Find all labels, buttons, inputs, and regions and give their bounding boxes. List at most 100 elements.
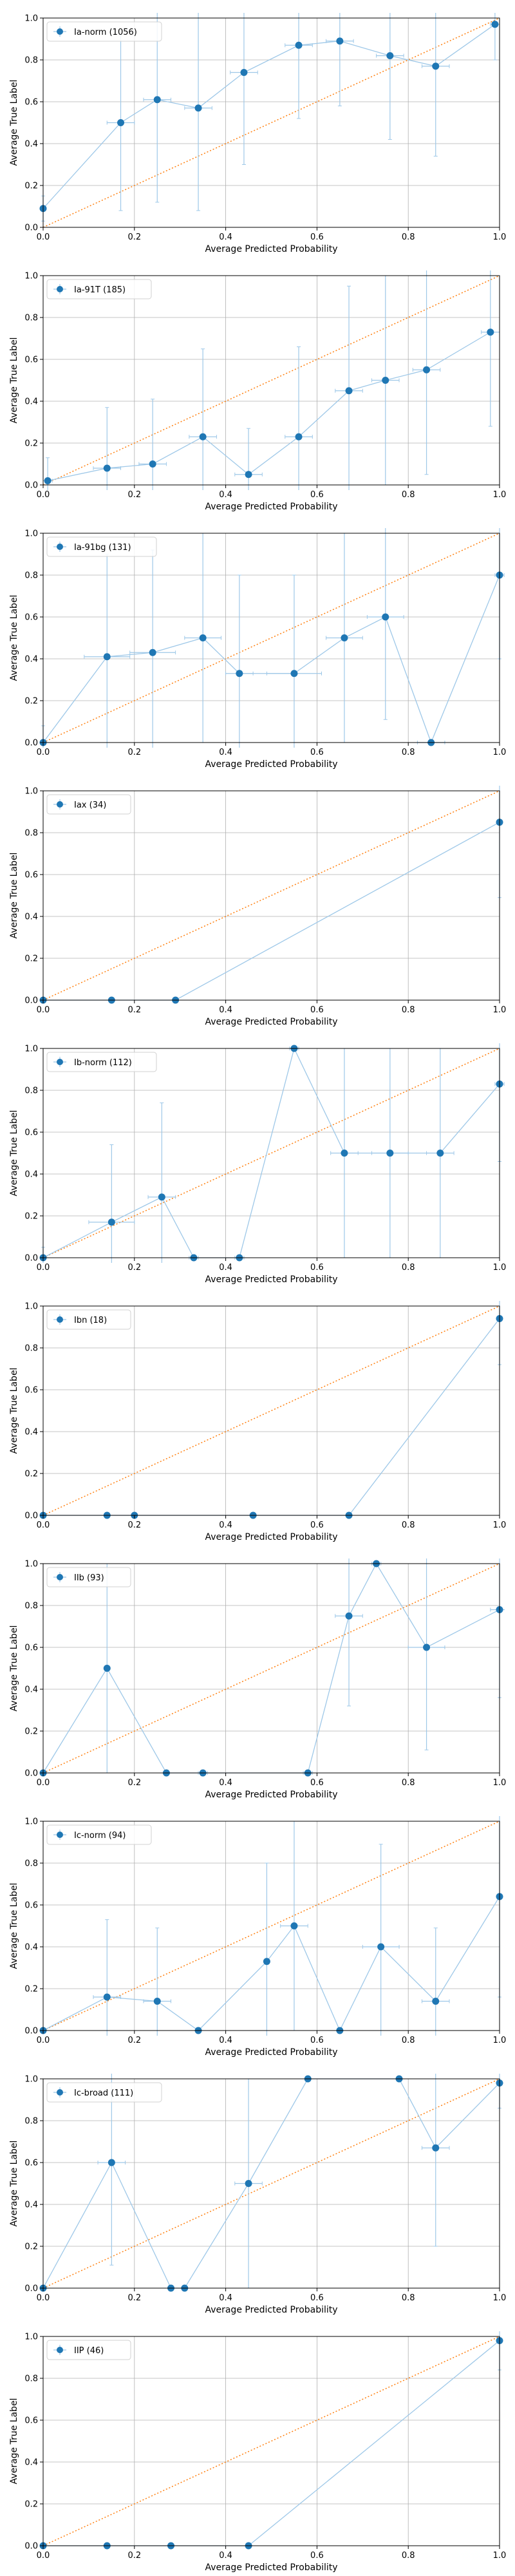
y-tick-label: 0.2 [24, 954, 38, 964]
y-tick-label: 0.0 [24, 1769, 38, 1779]
data-point [245, 2180, 252, 2187]
data-point [491, 21, 499, 28]
x-tick-label: 0.8 [402, 1005, 415, 1015]
x-tick-label: 1.0 [493, 748, 507, 757]
y-tick-label: 1.0 [24, 1045, 38, 1054]
y-axis-label: Average True Label [9, 595, 19, 681]
series [39, 1043, 505, 1263]
x-tick-label: 1.0 [493, 2036, 507, 2045]
x-tick-label: 1.0 [493, 1263, 507, 1273]
data-point [436, 1150, 444, 1157]
data-point [386, 52, 394, 59]
data-point [108, 2159, 115, 2166]
legend-label: Ic-norm (94) [74, 1831, 126, 1841]
y-axis-label: Average True Label [9, 2398, 19, 2485]
x-tick-label: 0.8 [402, 232, 415, 242]
data-point [423, 366, 431, 374]
x-tick-label: 1.0 [493, 1005, 507, 1015]
legend: Ib-norm (112) [46, 1052, 157, 1072]
y-tick-label: 0.8 [24, 314, 38, 323]
x-axis-label: Average Predicted Probability [205, 1790, 337, 1800]
legend-box [46, 1824, 152, 1845]
legend-box [46, 21, 162, 42]
y-tick-label: 0.6 [24, 1386, 38, 1396]
y-tick-label: 0.6 [24, 1643, 38, 1653]
y-axis-label: Average True Label [9, 1625, 19, 1712]
calibration-chart: 0.0 0.2 0.4 0.6 0.8 1.0 0.0 0.2 0.4 0.6 0.8 1.0 Aver… [9, 1816, 507, 2058]
legend: Ic-broad (111) [46, 2082, 162, 2103]
y-tick-label: 0.0 [24, 2542, 38, 2552]
y-axis-label: Average True Label [9, 853, 19, 939]
legend-box [46, 536, 157, 557]
x-tick-label: 0.6 [310, 2036, 324, 2045]
x-tick-label: 0.8 [402, 748, 415, 757]
data-point [336, 37, 344, 45]
calibration-chart: 0.0 0.2 0.4 0.6 0.8 1.0 0.0 0.2 0.4 0.6 0.8 1.0 Aver… [9, 786, 507, 1027]
y-tick-label: 0.0 [24, 1254, 38, 1264]
x-tick-label: 0.0 [37, 1263, 50, 1273]
y-tick-label: 0.8 [24, 1859, 38, 1869]
data-point [103, 1993, 111, 2001]
y-tick-label: 0.0 [24, 2284, 38, 2294]
legend-marker [57, 544, 63, 550]
y-tick-label: 0.4 [24, 1428, 38, 1437]
series-line [42, 24, 496, 209]
legend-label: Ib-norm (112) [74, 1058, 132, 1068]
x-axis-label: Average Predicted Probability [205, 1274, 337, 1285]
y-tick-label: 0.2 [24, 2500, 38, 2510]
y-tick-label: 0.4 [24, 397, 38, 407]
data-point [236, 670, 243, 677]
legend-marker [57, 1316, 63, 1323]
y-tick-label: 0.2 [24, 1470, 38, 1479]
x-tick-label: 0.2 [127, 2293, 141, 2303]
y-tick-label: 0.8 [24, 2374, 38, 2384]
x-tick-label: 0.6 [310, 1005, 324, 1015]
legend-label: Ia-norm (1056) [74, 28, 137, 37]
x-tick-label: 0.6 [310, 1263, 324, 1273]
data-point [432, 62, 440, 70]
x-tick-label: 0.8 [402, 1520, 415, 1530]
legend-label: IIb (93) [74, 1573, 104, 1583]
x-tick-label: 0.4 [219, 1005, 232, 1015]
legend-label: Ibn (18) [74, 1316, 107, 1325]
perfect-calibration-line [42, 790, 500, 1001]
series-line [47, 332, 491, 482]
y-tick-label: 0.2 [24, 1985, 38, 1994]
x-tick-label: 0.6 [310, 2551, 324, 2561]
x-tick-label: 0.4 [219, 2293, 232, 2303]
x-tick-label: 0.4 [219, 2036, 232, 2045]
data-point [194, 104, 202, 112]
y-axis-label: Average True Label [9, 1883, 19, 1969]
x-tick-label: 0.0 [37, 1005, 50, 1015]
x-tick-label: 0.4 [219, 490, 232, 500]
y-tick-label: 0.6 [24, 1901, 38, 1911]
y-axis-label: Average True Label [9, 1110, 19, 1197]
x-tick-label: 0.0 [37, 490, 50, 500]
x-tick-label: 1.0 [493, 1778, 507, 1788]
calibration-chart: 0.0 0.2 0.4 0.6 0.8 1.0 0.0 0.2 0.4 0.6 0.8 1.0 Aver… [9, 1558, 507, 1800]
y-tick-label: 0.0 [24, 2027, 38, 2036]
data-point [199, 433, 207, 440]
x-axis-label: Average Predicted Probability [205, 244, 337, 254]
y-tick-label: 0.6 [24, 871, 38, 880]
plot-frame [42, 2336, 500, 2546]
x-tick-label: 0.2 [127, 2551, 141, 2561]
x-tick-label: 1.0 [493, 232, 507, 242]
legend-marker [57, 1059, 63, 1065]
plot-frame [42, 275, 500, 486]
data-point [108, 1218, 115, 1226]
legend-box [46, 794, 131, 815]
y-tick-label: 0.6 [24, 355, 38, 365]
x-tick-label: 0.6 [310, 748, 324, 757]
x-tick-label: 0.4 [219, 232, 232, 242]
data-point [382, 613, 389, 621]
plot-frame [42, 790, 500, 1001]
data-point [386, 1150, 394, 1157]
x-tick-label: 1.0 [493, 2551, 507, 2561]
y-tick-label: 0.2 [24, 439, 38, 449]
x-tick-label: 0.0 [37, 2551, 50, 2561]
plot-frame [42, 17, 500, 228]
data-point [199, 634, 207, 641]
x-tick-label: 0.0 [37, 1778, 50, 1788]
legend-box [46, 1052, 157, 1072]
